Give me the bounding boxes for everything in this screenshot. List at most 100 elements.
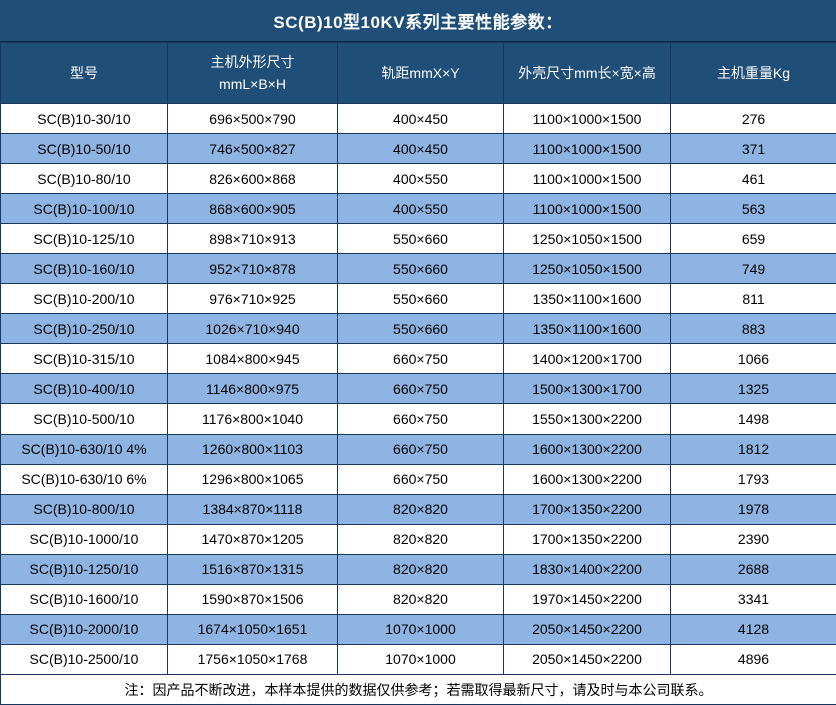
table-cell: SC(B)10-1250/10	[0, 553, 168, 585]
note-row: 注：因产品不断改进，本样本提供的数据仅供参考；若需取得最新尺寸，请及时与本公司联…	[0, 674, 836, 705]
table-cell: SC(B)10-50/10	[0, 133, 168, 165]
table-cell: 1400×1200×1700	[503, 343, 671, 375]
table-cell: 563	[670, 193, 836, 225]
table-cell: 1970×1450×2200	[503, 583, 671, 615]
table-body: SC(B)10-30/10 696×500×790 400×450 1100×1000…	[0, 102, 836, 676]
table-cell: 1590×870×1506	[167, 583, 338, 615]
table-row: SC(B)10-30/10 696×500×790 400×450 1100×1000…	[0, 102, 836, 135]
table-cell: 1100×1000×1500	[503, 102, 671, 135]
table-cell: 3341	[670, 583, 836, 615]
table-footer: 注：因产品不断改进，本样本提供的数据仅供参考；若需取得最新尺寸，请及时与本公司联…	[0, 674, 836, 705]
table-row: SC(B)10-125/10 898×710×913 550×660 1250×105…	[0, 223, 836, 255]
table-cell: SC(B)10-630/10 6%	[0, 463, 168, 495]
header-row: 型号 主机外形尺寸 mmL×B×H 轨距mmX×Y 外壳尺寸mm长×宽×高 主机…	[0, 42, 836, 104]
table-cell: 749	[670, 253, 836, 285]
table-cell: 1700×1350×2200	[503, 523, 671, 555]
table-cell: 1296×800×1065	[167, 463, 338, 495]
table-cell: 660×750	[337, 463, 504, 495]
table-cell: 1250×1050×1500	[503, 223, 671, 255]
table-cell: 811	[670, 283, 836, 315]
table-cell: SC(B)10-315/10	[0, 343, 168, 375]
table-cell: 1325	[670, 373, 836, 405]
column-header-weight: 主机重量Kg	[670, 42, 836, 104]
table-row: SC(B)10-50/10 746×500×827 400×450 1100×1000…	[0, 133, 836, 165]
table-cell: 550×660	[337, 283, 504, 315]
table-cell: 660×750	[337, 403, 504, 435]
table-row: SC(B)10-80/10 826×600×868 400×550 1100×1000…	[0, 163, 836, 195]
spec-table: 型号 主机外形尺寸 mmL×B×H 轨距mmX×Y 外壳尺寸mm长×宽×高 主机…	[0, 42, 836, 705]
table-cell: 820×820	[337, 553, 504, 585]
table-cell: 371	[670, 133, 836, 165]
table-cell: 660×750	[337, 343, 504, 375]
column-header-rail-gauge: 轨距mmX×Y	[337, 42, 504, 104]
table-cell: 4128	[670, 613, 836, 645]
table-cell: SC(B)10-630/10 4%	[0, 433, 168, 465]
table-cell: SC(B)10-160/10	[0, 253, 168, 285]
table-cell: 2050×1450×2200	[503, 613, 671, 645]
table-cell: 1700×1350×2200	[503, 493, 671, 525]
table-cell: 1516×870×1315	[167, 553, 338, 585]
table-cell: 1600×1300×2200	[503, 463, 671, 495]
table-row: SC(B)10-500/10 1176×800×1040 660×750 1550×1…	[0, 403, 836, 435]
table-cell: 1070×1000	[337, 643, 504, 676]
table-cell: 1066	[670, 343, 836, 375]
table-cell: SC(B)10-125/10	[0, 223, 168, 255]
table-cell: 820×820	[337, 493, 504, 525]
table-cell: 696×500×790	[167, 102, 338, 135]
table-cell: SC(B)10-80/10	[0, 163, 168, 195]
table-cell: 400×450	[337, 102, 504, 135]
table-row: SC(B)10-2000/10 1674×1050×1651 1070×1000 20…	[0, 613, 836, 645]
table-row: SC(B)10-250/10 1026×710×940 550×660 1350×11…	[0, 313, 836, 345]
footer-note: 注：因产品不断改进，本样本提供的数据仅供参考；若需取得最新尺寸，请及时与本公司联…	[0, 674, 836, 705]
table-row: SC(B)10-1250/10 1516×870×1315 820×820 1830×…	[0, 553, 836, 585]
table-cell: 1470×870×1205	[167, 523, 338, 555]
column-header-dimensions: 主机外形尺寸 mmL×B×H	[167, 42, 338, 104]
table-cell: SC(B)10-1600/10	[0, 583, 168, 615]
table-cell: 1500×1300×1700	[503, 373, 671, 405]
table-cell: 660×750	[337, 373, 504, 405]
table-cell: 2050×1450×2200	[503, 643, 671, 676]
table-cell: 1830×1400×2200	[503, 553, 671, 585]
table-cell: 820×820	[337, 583, 504, 615]
table-cell: 1600×1300×2200	[503, 433, 671, 465]
table-cell: 1176×800×1040	[167, 403, 338, 435]
table-cell: 826×600×868	[167, 163, 338, 195]
table-cell: 1100×1000×1500	[503, 133, 671, 165]
table-row: SC(B)10-315/10 1084×800×945 660×750 1400×12…	[0, 343, 836, 375]
table-cell: 952×710×878	[167, 253, 338, 285]
table-cell: SC(B)10-500/10	[0, 403, 168, 435]
table-cell: SC(B)10-800/10	[0, 493, 168, 525]
table-cell: SC(B)10-200/10	[0, 283, 168, 315]
table-cell: 1100×1000×1500	[503, 193, 671, 225]
table-row: SC(B)10-2500/10 1756×1050×1768 1070×1000 20…	[0, 643, 836, 676]
page-title: SC(B)10型10KV系列主要性能参数：	[0, 0, 836, 42]
table-row: SC(B)10-1600/10 1590×870×1506 820×820 1970×…	[0, 583, 836, 615]
table-cell: 1084×800×945	[167, 343, 338, 375]
table-row: SC(B)10-400/10 1146×800×975 660×750 1500×13…	[0, 373, 836, 405]
table-row: SC(B)10-100/10 868×600×905 400×550 1100×100…	[0, 193, 836, 225]
table-cell: 1260×800×1103	[167, 433, 338, 465]
table-cell: 550×660	[337, 223, 504, 255]
table-cell: SC(B)10-2000/10	[0, 613, 168, 645]
table-cell: 1550×1300×2200	[503, 403, 671, 435]
table-cell: 1146×800×975	[167, 373, 338, 405]
table-cell: 976×710×925	[167, 283, 338, 315]
table-cell: SC(B)10-1000/10	[0, 523, 168, 555]
table-cell: 1812	[670, 433, 836, 465]
table-cell: 1350×1100×1600	[503, 283, 671, 315]
column-header-model: 型号	[0, 42, 168, 104]
table-cell: SC(B)10-2500/10	[0, 643, 168, 676]
table-cell: 660×750	[337, 433, 504, 465]
table-cell: 400×450	[337, 133, 504, 165]
table-cell: 1250×1050×1500	[503, 253, 671, 285]
table-cell: 883	[670, 313, 836, 345]
table-cell: SC(B)10-100/10	[0, 193, 168, 225]
table-cell: 1100×1000×1500	[503, 163, 671, 195]
table-row: SC(B)10-160/10 952×710×878 550×660 1250×105…	[0, 253, 836, 285]
table-cell: SC(B)10-30/10	[0, 102, 168, 135]
table-cell: 1978	[670, 493, 836, 525]
table-cell: 820×820	[337, 523, 504, 555]
table-cell: 1756×1050×1768	[167, 643, 338, 676]
table-header: 型号 主机外形尺寸 mmL×B×H 轨距mmX×Y 外壳尺寸mm长×宽×高 主机…	[0, 42, 836, 104]
